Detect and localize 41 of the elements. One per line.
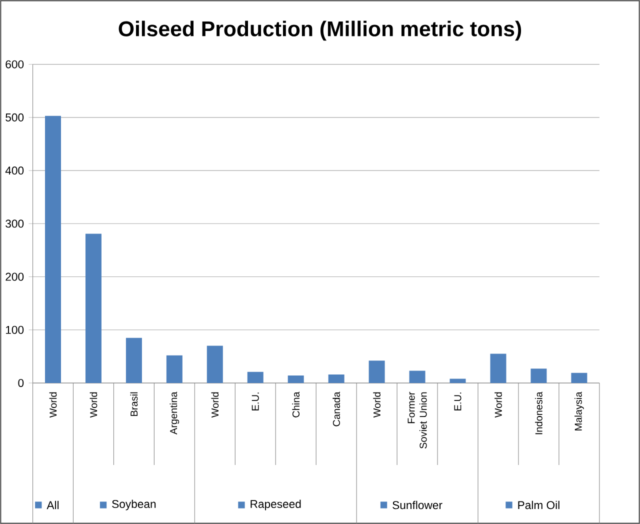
x-tick-label: World xyxy=(211,392,219,418)
x-tick-label: World xyxy=(49,392,57,418)
bar xyxy=(45,116,62,383)
y-tick-label: 400 xyxy=(5,166,24,175)
x-tick-label: World xyxy=(494,392,502,418)
x-tick-label: Malaysia xyxy=(574,392,584,430)
bar xyxy=(247,372,264,383)
bar xyxy=(571,372,588,383)
bar xyxy=(288,376,304,383)
x-tick-label: Indonesia xyxy=(535,392,542,434)
x-tick-label: World xyxy=(90,392,98,418)
bar xyxy=(85,234,102,383)
y-tick-label: 500 xyxy=(6,113,24,122)
y-tick-label: 300 xyxy=(6,220,24,228)
bar xyxy=(450,378,466,383)
y-tick-label: 200 xyxy=(6,272,24,281)
y-tick-label: 600 xyxy=(6,60,24,68)
legend-label: Sunflower xyxy=(392,500,442,510)
legend-label: All xyxy=(46,500,59,510)
bar xyxy=(206,346,223,383)
bar xyxy=(368,360,385,383)
x-tick-label: World xyxy=(373,392,380,418)
bar xyxy=(490,354,506,383)
bar xyxy=(328,374,344,383)
x-tick-label: E.U. xyxy=(454,392,462,410)
bar xyxy=(530,368,547,383)
x-tick-label: Argentina xyxy=(170,392,180,434)
bar xyxy=(126,338,142,383)
legend-label: Soybean xyxy=(112,500,156,510)
x-tick-label: E.U. xyxy=(252,392,259,410)
legend-label: Rapeseed xyxy=(250,500,301,510)
x-tick-label: China xyxy=(292,392,300,418)
x-tick-label: Brasil xyxy=(130,392,138,416)
x-tick-label: Former Soviet Union xyxy=(408,392,427,448)
bar xyxy=(166,355,182,383)
x-tick-label: Canada xyxy=(332,392,340,426)
bar xyxy=(409,370,426,383)
y-tick-label: 0 xyxy=(18,378,24,387)
legend-label: Palm Oil xyxy=(518,500,560,510)
chart-title: Oilseed Production (Million metric tons) xyxy=(118,20,522,41)
y-tick-label: 100 xyxy=(6,326,24,334)
